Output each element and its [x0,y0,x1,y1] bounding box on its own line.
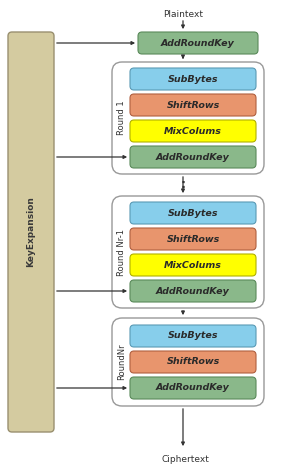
Text: AddRoundKey: AddRoundKey [161,38,235,47]
FancyBboxPatch shape [112,196,264,308]
Text: Plaintext: Plaintext [163,10,203,19]
Text: AddRoundKey: AddRoundKey [156,153,230,161]
FancyBboxPatch shape [138,32,258,54]
FancyBboxPatch shape [130,228,256,250]
Text: KeyExpansion: KeyExpansion [27,197,36,267]
FancyBboxPatch shape [112,318,264,406]
Text: RoundNr: RoundNr [118,344,127,380]
Text: ShiftRows: ShiftRows [166,101,220,110]
FancyBboxPatch shape [112,62,264,174]
FancyBboxPatch shape [130,325,256,347]
Text: MixColums: MixColums [164,261,222,270]
FancyBboxPatch shape [130,202,256,224]
FancyBboxPatch shape [130,146,256,168]
Text: Ciphertext: Ciphertext [161,455,209,464]
Text: ShiftRows: ShiftRows [166,234,220,243]
FancyBboxPatch shape [130,120,256,142]
Text: MixColums: MixColums [164,126,222,136]
Text: AddRoundKey: AddRoundKey [156,383,230,393]
FancyBboxPatch shape [8,32,54,432]
FancyBboxPatch shape [130,68,256,90]
FancyBboxPatch shape [130,280,256,302]
Text: ShiftRows: ShiftRows [166,358,220,366]
Text: Round Nr-1: Round Nr-1 [118,228,127,276]
FancyBboxPatch shape [130,351,256,373]
FancyBboxPatch shape [130,254,256,276]
Text: Round 1: Round 1 [118,101,127,135]
FancyBboxPatch shape [130,377,256,399]
Text: AddRoundKey: AddRoundKey [156,286,230,295]
Text: SubBytes: SubBytes [168,331,218,341]
Text: SubBytes: SubBytes [168,209,218,218]
Text: SubBytes: SubBytes [168,74,218,83]
FancyBboxPatch shape [130,94,256,116]
Text: :: : [180,178,186,191]
